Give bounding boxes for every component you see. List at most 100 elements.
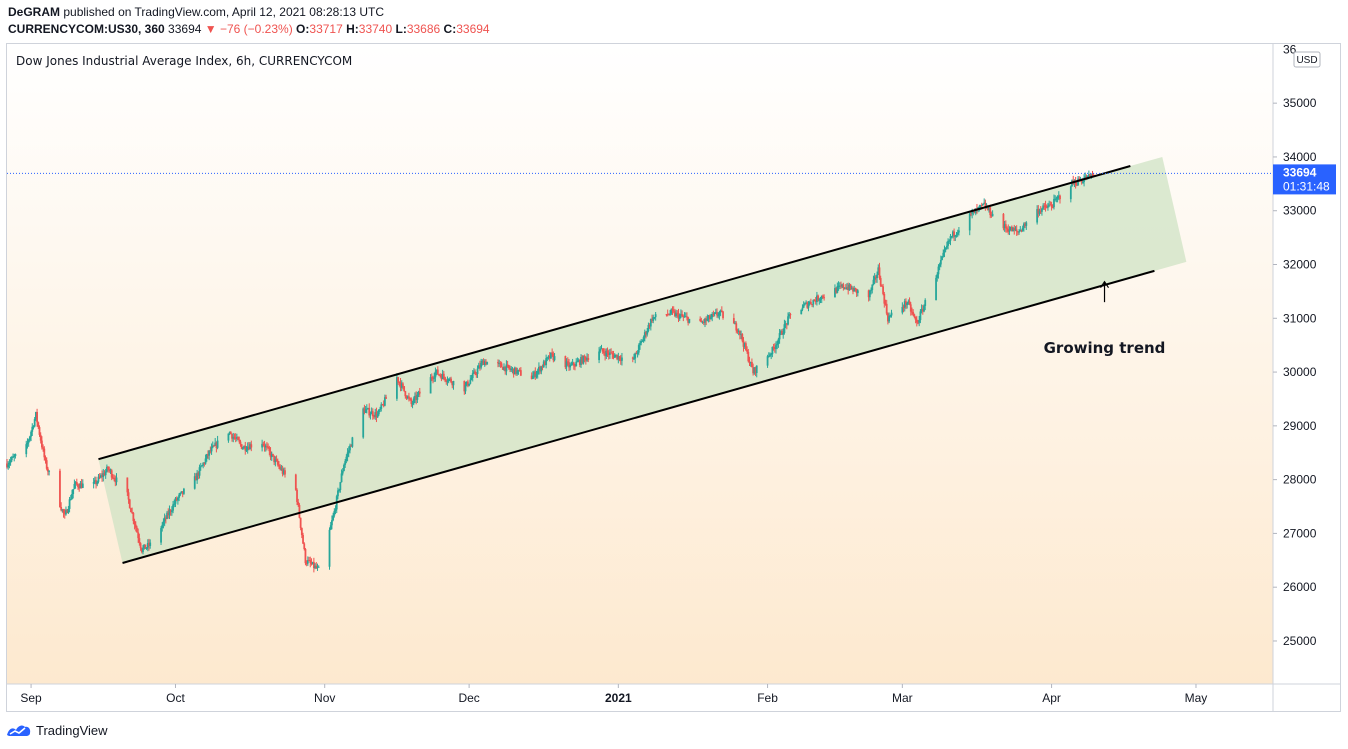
candle — [814, 296, 817, 305]
candle-body — [1025, 222, 1028, 226]
candle-body — [128, 499, 131, 509]
candle — [949, 233, 952, 246]
candle — [699, 316, 702, 322]
candle — [481, 359, 484, 366]
candle — [753, 366, 756, 375]
candle-body — [1050, 205, 1053, 207]
candle — [564, 355, 567, 370]
price-axis-background — [1273, 44, 1340, 684]
candle — [311, 561, 314, 565]
candle — [263, 440, 266, 452]
candle-body — [648, 325, 651, 327]
candle-body — [834, 288, 836, 298]
candle-body — [683, 316, 686, 318]
candle — [580, 354, 582, 368]
candle-body — [439, 374, 442, 376]
candle — [1049, 201, 1052, 206]
candle — [823, 294, 826, 301]
candle — [939, 255, 942, 268]
price-axis[interactable]: 25000 26000 27000 28000 29000 30000 31000 32000… — [1273, 96, 1317, 648]
candle — [275, 455, 278, 462]
candle-body — [172, 504, 174, 511]
candle-body — [722, 311, 724, 319]
candle-body — [1003, 224, 1006, 229]
candle-body — [665, 314, 668, 316]
candle — [812, 299, 815, 308]
author-name[interactable]: DeGRAM — [8, 5, 61, 19]
candle — [44, 455, 47, 464]
candle — [233, 433, 236, 440]
candle — [408, 392, 410, 402]
last-price: 33694 — [168, 22, 202, 36]
candle — [820, 295, 823, 304]
candle-body — [181, 491, 184, 494]
candle — [144, 544, 147, 549]
candle-body — [382, 404, 385, 406]
candle — [956, 229, 959, 238]
candle-body — [446, 381, 449, 383]
candle — [587, 353, 590, 363]
candle-body — [868, 291, 871, 298]
candle-body — [347, 450, 350, 453]
candle — [767, 352, 770, 358]
candle — [779, 329, 782, 336]
candle — [777, 337, 780, 348]
candle-body — [183, 488, 185, 494]
candle-body — [362, 408, 365, 438]
candle-body — [303, 543, 306, 550]
price-tick-label: 30000 — [1283, 365, 1317, 379]
candle-body — [310, 562, 313, 565]
candle-body — [208, 450, 211, 456]
candle — [906, 302, 909, 309]
candle — [1013, 224, 1016, 235]
candle — [742, 337, 745, 352]
candle-body — [921, 308, 924, 312]
candle-body — [379, 408, 381, 410]
candle-body — [737, 330, 740, 332]
candle — [942, 249, 945, 258]
candle — [273, 455, 276, 465]
candle-body — [281, 468, 284, 474]
candle — [241, 446, 244, 450]
candle — [688, 318, 691, 324]
candle — [193, 472, 196, 490]
candle — [950, 235, 953, 239]
time-axis[interactable]: Sep Oct Nov Dec 2021 Feb Mar Apr May — [20, 684, 1207, 705]
price-tick-label: 33000 — [1283, 204, 1317, 218]
candle — [915, 315, 918, 327]
candle — [1014, 226, 1017, 232]
candle — [209, 446, 212, 454]
candle-body — [513, 367, 516, 375]
channel-upper-line[interactable] — [98, 165, 1131, 461]
footer-brand[interactable]: TradingView — [6, 722, 108, 738]
candle-body — [717, 315, 720, 317]
candle — [706, 314, 709, 322]
candle-body — [28, 436, 31, 441]
channel-lower-line[interactable] — [122, 269, 1155, 564]
currency-badge[interactable]: USD — [1293, 51, 1321, 68]
candle-body — [267, 446, 270, 448]
candle — [607, 349, 610, 360]
candle-body — [746, 349, 749, 352]
candle-body — [144, 544, 147, 549]
time-tick-label: Mar — [892, 691, 913, 705]
candle — [334, 505, 337, 515]
candle-body — [905, 301, 907, 306]
candle-body — [807, 304, 810, 308]
chart-frame[interactable] — [6, 43, 1341, 712]
candle — [1009, 226, 1012, 231]
candle-body — [479, 365, 481, 368]
candle-body — [66, 510, 69, 513]
candle-body — [451, 382, 454, 386]
candle — [371, 408, 374, 420]
price-tick-label: 35000 — [1283, 96, 1317, 110]
candle-body — [512, 368, 515, 375]
candle — [773, 343, 776, 353]
candle-body — [1013, 228, 1016, 231]
candle — [635, 350, 638, 355]
candle — [179, 492, 182, 497]
candle — [239, 439, 242, 447]
candle — [605, 348, 608, 359]
candle — [515, 367, 517, 376]
